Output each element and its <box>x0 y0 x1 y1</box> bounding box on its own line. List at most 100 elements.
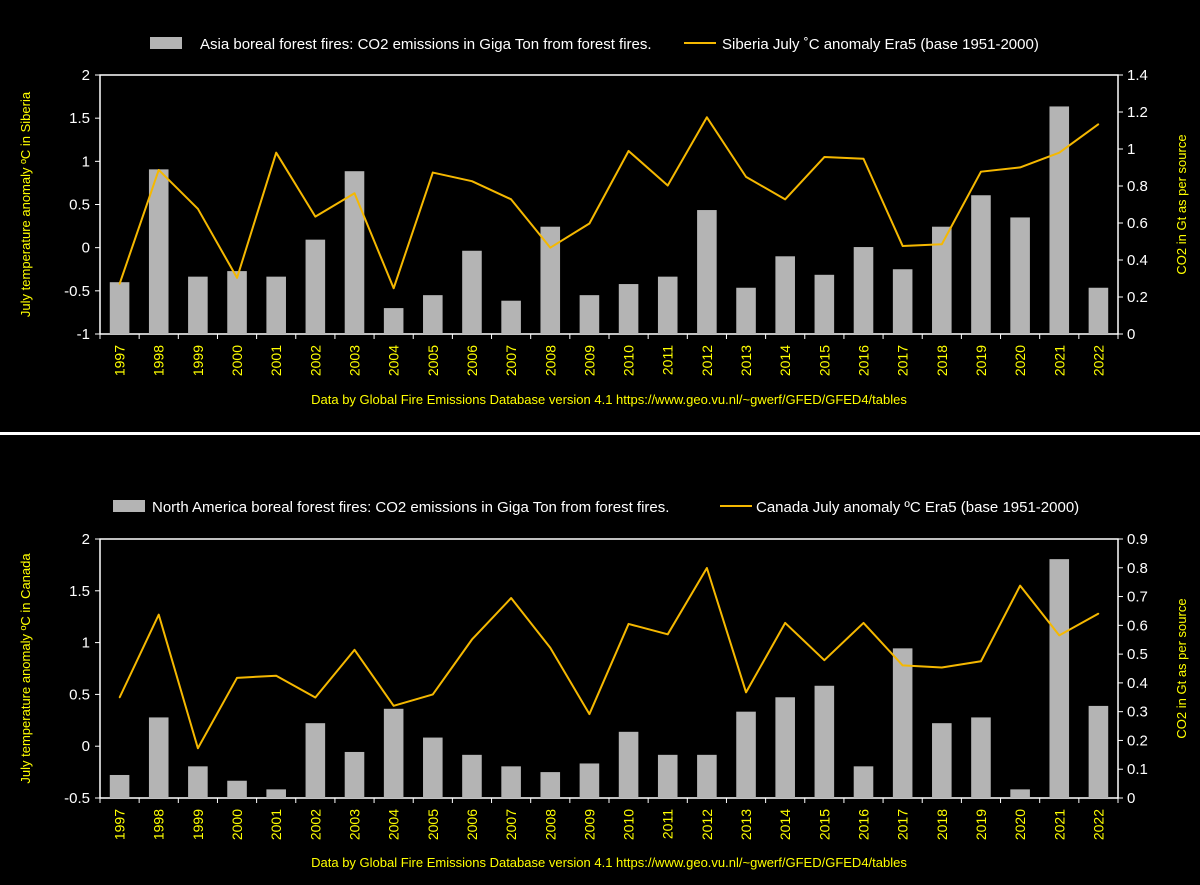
line-point-1997 <box>118 283 121 285</box>
x-tick-label: 2009 <box>581 809 597 840</box>
x-tick-label: 2020 <box>1012 809 1028 840</box>
right-tick-label: 0 <box>1127 790 1135 807</box>
bar-2022 <box>1088 287 1109 334</box>
bar-2012 <box>697 210 717 334</box>
line-point-2017 <box>901 245 904 247</box>
line-point-2006 <box>471 638 473 641</box>
bar-2015 <box>814 274 835 334</box>
bar-1998 <box>148 717 169 798</box>
x-tick-label: 1997 <box>112 345 128 376</box>
left-tick-label: 2 <box>82 67 90 84</box>
line-point-2004 <box>392 704 395 707</box>
bar-2019 <box>971 717 991 798</box>
legend-bar-swatch <box>150 37 182 49</box>
line-point-2000 <box>236 677 238 679</box>
bar-2006 <box>462 250 482 334</box>
right-tick-label: 0.7 <box>1127 589 1148 606</box>
bar-2000 <box>227 780 247 798</box>
left-tick-label: 1 <box>82 153 90 170</box>
source-note: Data by Global Fire Emissions Database v… <box>311 392 907 407</box>
x-tick-label: 2005 <box>425 345 441 376</box>
x-tick-label: 2005 <box>425 809 441 840</box>
bar-2007 <box>501 300 521 334</box>
left-tick-label: 1 <box>82 635 90 652</box>
x-tick-label: 2016 <box>856 809 872 840</box>
left-tick-label: -0.5 <box>64 790 90 807</box>
x-tick-label: 2010 <box>621 809 637 840</box>
line-series <box>118 116 1100 290</box>
chart-legend: Asia boreal forest fires: CO2 emissions … <box>150 36 1039 53</box>
x-tick-label: 2018 <box>934 345 950 376</box>
line-point-2021 <box>1058 151 1061 154</box>
line-point-1999 <box>197 208 199 210</box>
x-tick-label: 2000 <box>229 809 245 840</box>
bar-2018 <box>932 226 952 334</box>
right-tick-label: 0.4 <box>1127 252 1148 269</box>
x-tick-label: 2011 <box>660 345 676 375</box>
line-point-2005 <box>432 171 434 174</box>
bar-2005 <box>423 295 443 334</box>
line-point-2016 <box>862 622 865 624</box>
x-tick-label: 2001 <box>268 345 284 376</box>
line-point-1997 <box>118 696 121 699</box>
line-point-2009 <box>588 713 591 715</box>
x-tick-label: 1999 <box>190 809 206 840</box>
left-tick-label: -0.5 <box>64 283 90 300</box>
bar-2017 <box>892 648 913 798</box>
left-tick-label: 0 <box>82 738 90 755</box>
x-tick-label: 2019 <box>973 345 989 376</box>
right-axis-label: CO2 in Gt as per source <box>1174 598 1189 738</box>
x-tick-label: 2022 <box>1090 345 1106 376</box>
x-tick-label: 2000 <box>229 345 245 376</box>
left-axis-label: July temperature anomaly ºC in Siberia <box>18 91 33 317</box>
x-tick-label: 2021 <box>1051 809 1067 840</box>
right-tick-label: 0.6 <box>1127 215 1148 232</box>
line-point-2015 <box>823 659 826 662</box>
line-point-2019 <box>980 660 982 663</box>
bar-1999 <box>188 766 208 798</box>
right-tick-label: 0.2 <box>1127 732 1148 749</box>
left-axis-label: July temperature anomaly ºC in Canada <box>18 553 33 784</box>
x-tick-label: 2015 <box>816 809 832 840</box>
right-tick-label: 0.8 <box>1127 560 1148 577</box>
bar-2016 <box>853 247 874 334</box>
left-tick-label: 2 <box>82 531 90 548</box>
bar-2003 <box>344 171 365 334</box>
x-tick-label: 2008 <box>542 809 558 840</box>
line-point-2001 <box>275 151 277 154</box>
bar-2008 <box>540 772 561 798</box>
line-point-2008 <box>549 646 552 649</box>
bar-2018 <box>932 723 952 798</box>
x-tick-label: 2003 <box>347 345 363 376</box>
line-point-2010 <box>627 623 630 625</box>
bar-2004 <box>383 308 404 334</box>
x-tick-label: 2014 <box>777 345 793 376</box>
source-note: Data by Global Fire Emissions Database v… <box>311 855 907 870</box>
line-point-2016 <box>862 157 865 160</box>
right-tick-label: 0.8 <box>1127 178 1148 195</box>
right-tick-label: 0 <box>1127 326 1135 343</box>
right-tick-label: 0.9 <box>1127 531 1148 548</box>
bar-2014 <box>775 697 795 798</box>
bar-2020 <box>1010 789 1030 798</box>
x-tick-label: 2015 <box>816 345 832 376</box>
bar-2009 <box>579 295 600 334</box>
line-point-2007 <box>510 597 512 599</box>
line-point-2011 <box>666 633 669 636</box>
x-tick-label: 2012 <box>699 345 715 376</box>
bar-2010 <box>618 284 639 334</box>
canada-chart-panel: North America boreal forest fires: CO2 e… <box>0 440 1200 885</box>
bar-1997 <box>109 774 130 798</box>
line-point-1998 <box>157 613 160 616</box>
legend-bar-swatch <box>113 500 145 512</box>
right-tick-label: 0.4 <box>1127 675 1148 692</box>
chart-legend: North America boreal forest fires: CO2 e… <box>113 499 1079 516</box>
left-axis: -1 -0.5 0 0.5 1 1.5 2 <box>64 67 100 343</box>
bar-2012 <box>697 754 717 798</box>
left-tick-label: 1.5 <box>69 110 90 127</box>
bar-2000 <box>227 271 247 334</box>
anomaly-line <box>118 116 1100 290</box>
line-point-2011 <box>666 184 669 187</box>
left-tick-label: 0.5 <box>69 686 90 703</box>
bar-1997 <box>109 282 130 334</box>
